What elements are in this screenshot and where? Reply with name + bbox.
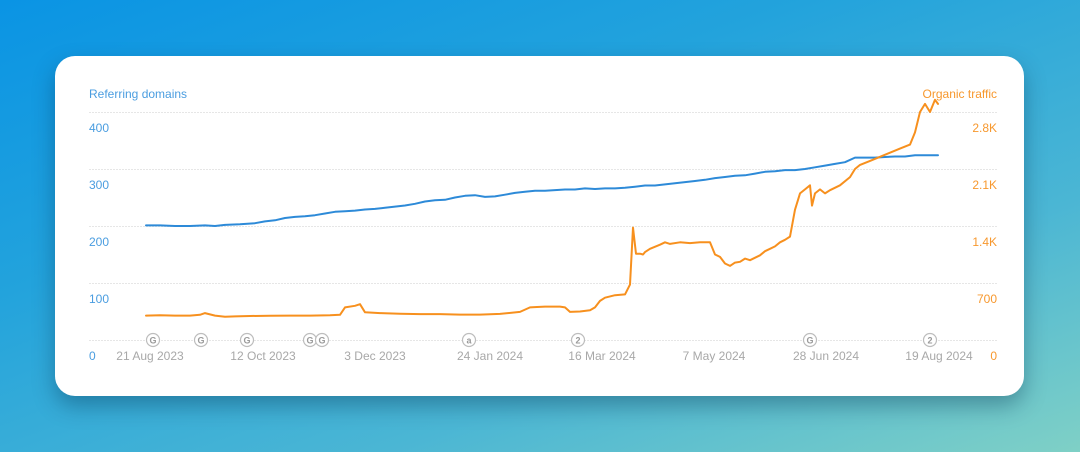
x-axis-ticks: 21 Aug 2023 12 Oct 2023 3 Dec 2023 24 Jan 2… [116, 349, 973, 363]
annotation-marker[interactable]: G [314, 332, 330, 348]
x-axis-tick: 12 Oct 2023 [230, 349, 296, 363]
right-axis-tick: 1.4K [972, 235, 997, 249]
right-axis-tick: 2.8K [972, 121, 997, 135]
x-axis-tick: 3 Dec 2023 [344, 349, 406, 363]
annotation-marker[interactable]: 2 [570, 332, 586, 348]
left-axis-tick: 0 [89, 349, 96, 363]
left-axis-tick: 400 [89, 121, 109, 135]
right-axis-tick: 2.1K [972, 178, 997, 192]
left-axis-title: Referring domains [89, 87, 188, 101]
x-axis-tick: 24 Jan 2024 [457, 349, 523, 363]
svg-text:G: G [243, 336, 250, 346]
x-axis-tick: 21 Aug 2023 [116, 349, 184, 363]
svg-text:G: G [318, 336, 325, 346]
annotation-marker[interactable]: G [193, 332, 209, 348]
left-axis-tick: 300 [89, 178, 109, 192]
annotation-marker[interactable]: G [145, 332, 161, 348]
right-axis-title: Organic traffic [922, 87, 997, 101]
svg-text:G: G [149, 336, 156, 346]
x-axis-tick: 19 Aug 2024 [905, 349, 973, 363]
annotation-marker[interactable]: G [239, 332, 255, 348]
svg-text:2: 2 [927, 336, 932, 346]
x-axis-tick: 16 Mar 2024 [568, 349, 636, 363]
x-axis-tick: 7 May 2024 [683, 349, 746, 363]
series-lines [145, 98, 939, 318]
right-axis-ticks: 0 700 1.4K 2.1K 2.8K [972, 121, 997, 363]
svg-text:G: G [306, 336, 313, 346]
annotation-marker[interactable]: 2 [922, 332, 938, 348]
annotation-marker[interactable]: G [302, 332, 318, 348]
left-axis-ticks: 0 100 200 300 400 [89, 121, 109, 363]
svg-text:G: G [197, 336, 204, 346]
annotation-marker[interactable]: a [461, 332, 477, 348]
right-axis-tick: 0 [990, 349, 997, 363]
svg-text:G: G [806, 336, 813, 346]
annotation-marker[interactable]: G [802, 332, 818, 348]
right-axis-tick: 700 [977, 292, 997, 306]
left-axis-tick: 100 [89, 292, 109, 306]
organic-traffic-line [145, 98, 939, 318]
x-axis-tick: 28 Jun 2024 [793, 349, 859, 363]
svg-text:a: a [466, 336, 472, 346]
referring-domains-line [145, 154, 939, 227]
svg-text:2: 2 [575, 336, 580, 346]
left-axis-tick: 200 [89, 235, 109, 249]
